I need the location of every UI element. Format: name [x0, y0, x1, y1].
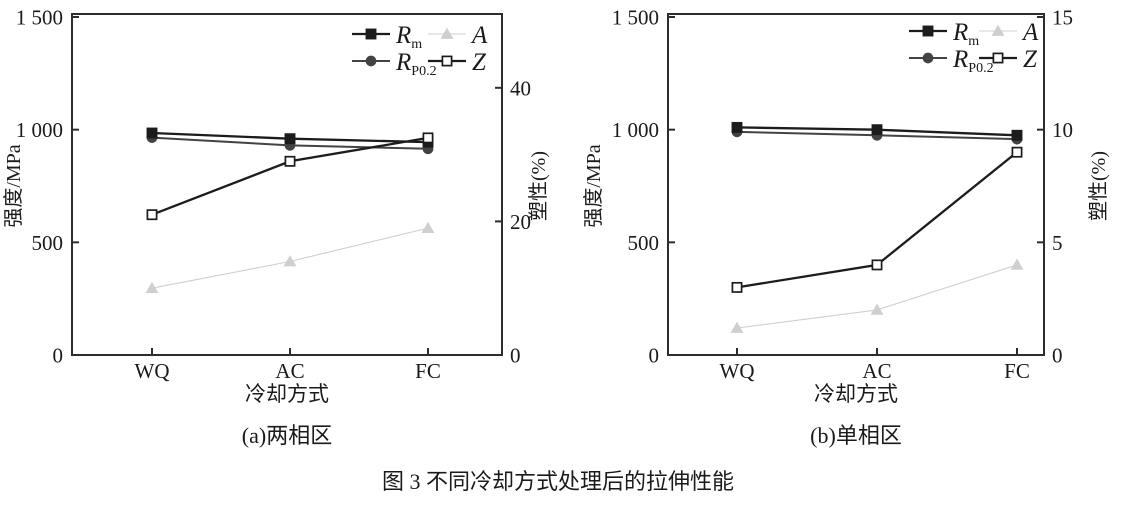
series-A-marker	[870, 303, 884, 315]
right-axis-tick-label: 40	[510, 76, 531, 100]
series-Z-marker	[992, 52, 1004, 64]
legend-item-Z: Z	[428, 49, 487, 76]
chart-a-xlabel: 冷却方式	[245, 382, 329, 406]
legend-item-Rm: Rm	[352, 22, 422, 52]
series-A-marker	[1010, 258, 1024, 270]
series-A-marker	[730, 321, 744, 333]
series-Rm-marker	[922, 25, 934, 37]
legend-item-A: A	[428, 22, 488, 49]
legend-label-RP0.2: RP0.2	[395, 49, 437, 79]
x-category-label: FC	[1004, 359, 1030, 383]
series-A-marker	[283, 255, 297, 267]
series-Rm-marker	[365, 28, 377, 40]
legend-label-A: A	[470, 22, 488, 49]
chart-a-ylabel-right: 塑性(%)	[527, 151, 550, 221]
series-A-marker	[421, 221, 435, 233]
right-axis-tick-label: 20	[510, 210, 531, 234]
legend-label-RP0.2: RP0.2	[952, 46, 994, 76]
legend-item-Z: Z	[979, 46, 1038, 73]
right-axis-tick-label: 0	[1052, 344, 1063, 368]
legend-item-A: A	[979, 19, 1039, 46]
legend-item-Rm: Rm	[909, 19, 979, 49]
chart-a: 0 500 1 000 1 500 0 20 40 WQ AC FC Rm A RP0.2 Z	[16, 6, 531, 384]
series-Z-marker	[731, 281, 743, 293]
series-RP0.2-marker	[365, 55, 377, 67]
series-Z-marker	[441, 55, 453, 67]
series-Rm-marker	[284, 133, 296, 145]
legend-label-Z: Z	[472, 49, 487, 76]
x-category-label: WQ	[720, 359, 755, 383]
series-Rm-marker	[731, 121, 743, 133]
x-category-label: FC	[415, 359, 441, 383]
charts-layer: 0 500 1 000 1 500 0 20 40 WQ AC FC Rm A RP0.2 Z 0 500 1 …	[16, 6, 1073, 384]
series-Rm-marker	[1011, 129, 1023, 141]
right-axis-tick-label: 15	[1052, 6, 1073, 30]
legend-label-Rm: Rm	[952, 19, 979, 49]
x-category-label: AC	[275, 359, 304, 383]
left-axis-tick-label: 1 500	[612, 6, 659, 30]
chart-a-subtitle: (a)两相区	[242, 423, 332, 448]
left-axis-tick-label: 500	[628, 231, 660, 255]
x-category-label: WQ	[135, 359, 170, 383]
left-axis-tick-label: 500	[32, 231, 64, 255]
legend-label-A: A	[1021, 19, 1039, 46]
left-axis-tick-label: 0	[649, 344, 660, 368]
series-Z-marker	[871, 259, 883, 271]
legend-label-Rm: Rm	[395, 22, 422, 52]
legend-item-RP0.2: RP0.2	[909, 46, 994, 76]
legend-label-Z: Z	[1023, 46, 1038, 73]
left-axis-tick-label: 1 500	[16, 6, 63, 30]
series-Z-marker	[284, 155, 296, 167]
series-Z-marker	[146, 209, 158, 221]
series-A-line	[736, 264, 1018, 329]
right-axis-tick-label: 5	[1052, 231, 1063, 255]
chart-b-ylabel-right: 塑性(%)	[1087, 151, 1110, 221]
chart-a-ylabel-left: 强度/MPa	[2, 144, 25, 227]
right-axis-tick-label: 0	[510, 344, 521, 368]
chart-b-xlabel: 冷却方式	[814, 382, 898, 406]
left-axis-tick-label: 1 000	[612, 118, 659, 142]
chart-b-subtitle: (b)单相区	[810, 423, 902, 448]
figure-caption: 图 3 不同冷却方式处理后的拉伸性能	[382, 469, 734, 494]
legend-item-RP0.2: RP0.2	[352, 49, 437, 79]
right-axis-tick-label: 10	[1052, 118, 1073, 142]
series-Rm-marker	[871, 124, 883, 136]
left-axis-tick-label: 1 000	[16, 118, 63, 142]
series-RP0.2-marker	[922, 52, 934, 64]
chart-b-ylabel-left: 强度/MPa	[582, 144, 605, 227]
series-A-marker	[145, 281, 159, 294]
series-Z-marker	[1011, 146, 1023, 158]
left-axis-tick-label: 0	[53, 344, 64, 368]
series-Z-marker	[422, 132, 434, 144]
series-Rm-marker	[146, 127, 158, 139]
chart-a-frame	[71, 13, 503, 356]
chart-b-frame	[667, 13, 1045, 356]
chart-b: 0 500 1 000 1 500 0 5 10 15 WQ AC FC Rm A RP0.2 Z	[612, 6, 1073, 384]
series-A-marker	[440, 27, 454, 39]
series-A-marker	[991, 24, 1005, 36]
x-category-label: AC	[862, 359, 891, 383]
